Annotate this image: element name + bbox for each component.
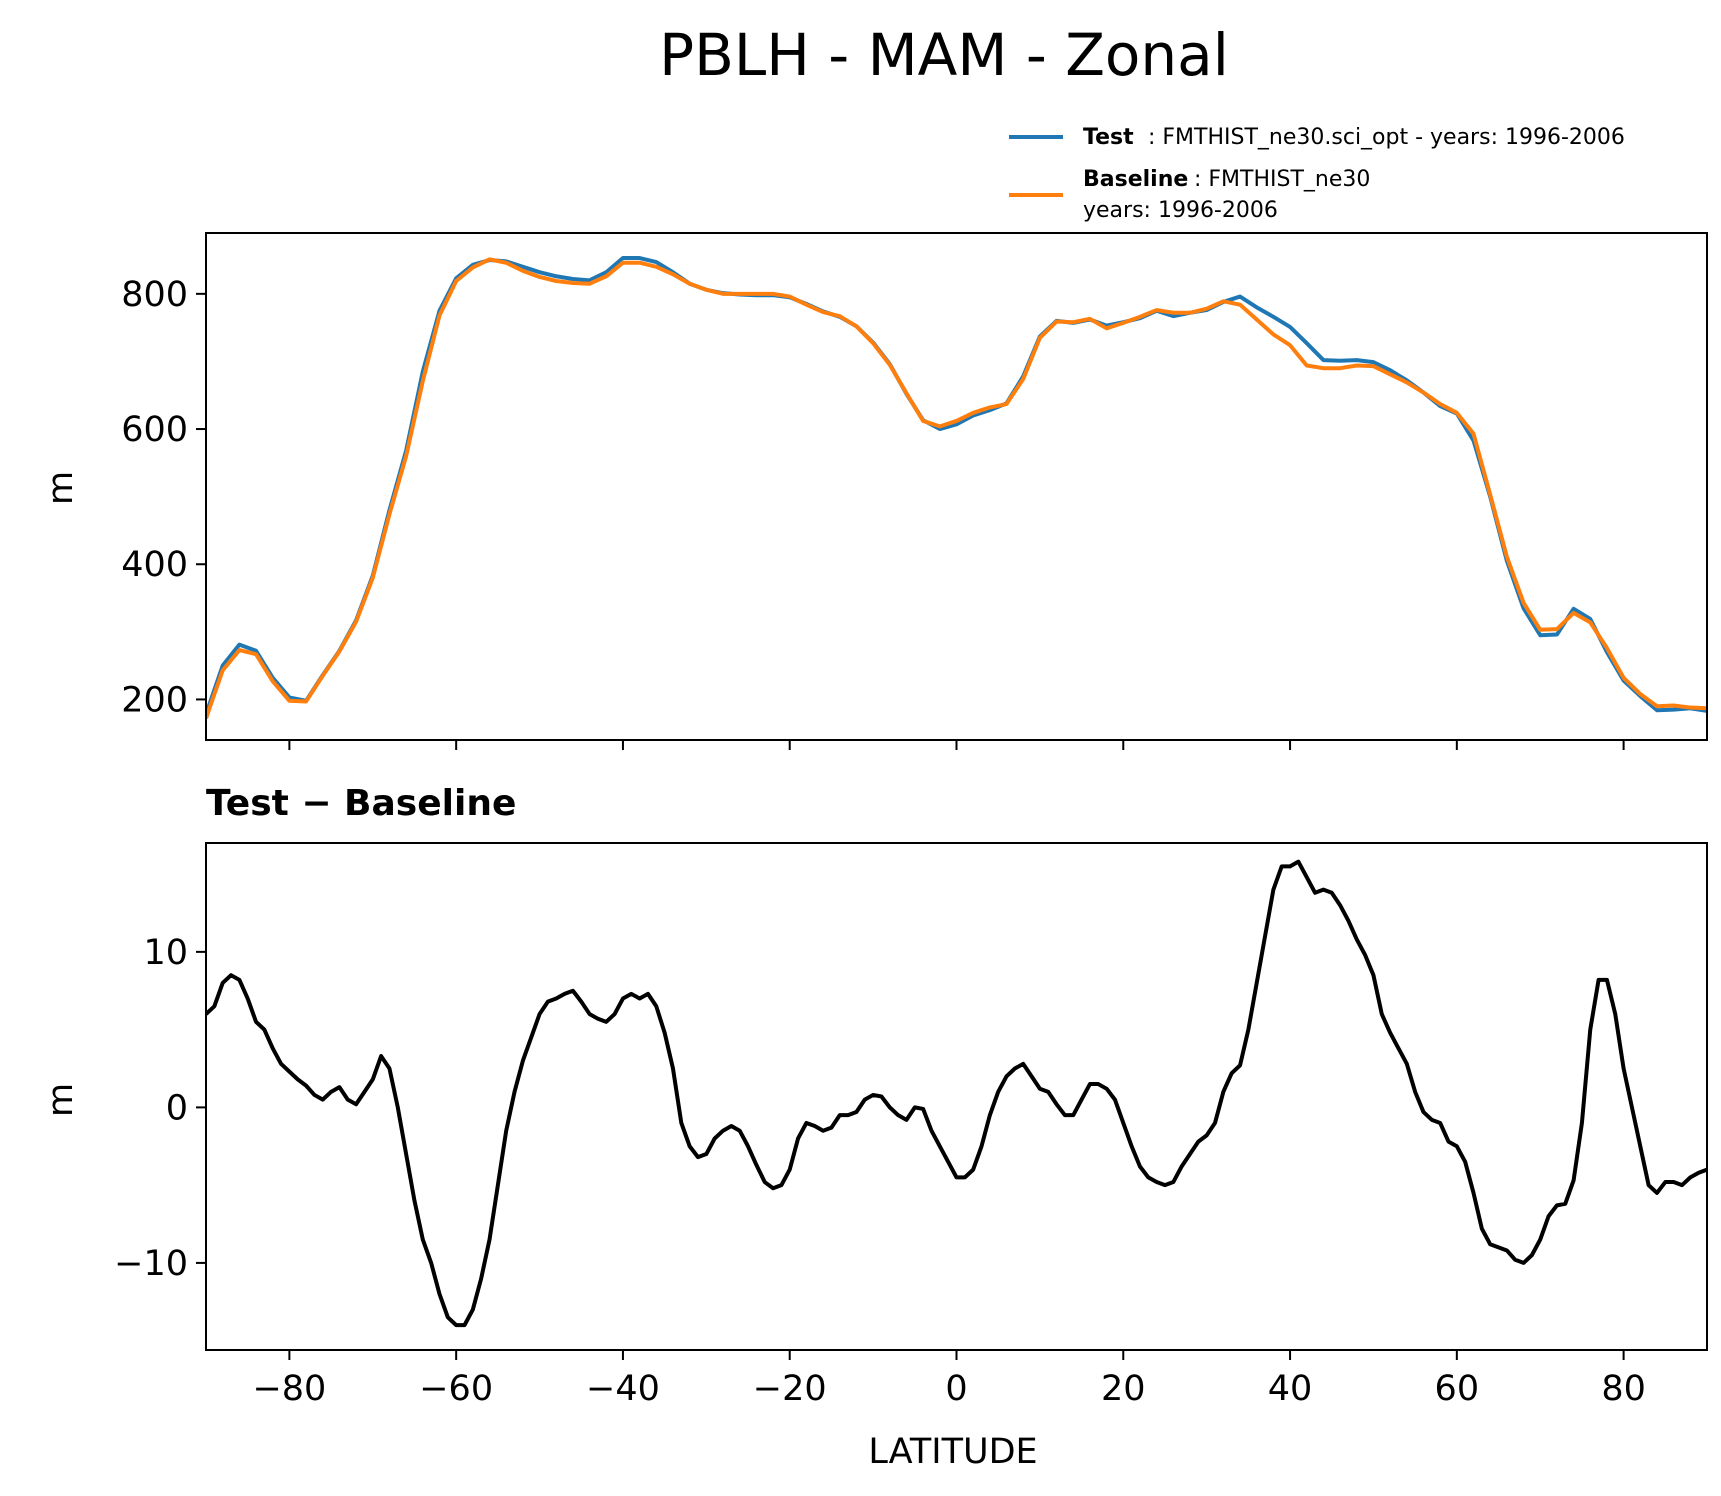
legend-label-test: : FMTHIST_ne30.sci_opt - years: 1996-200…	[1148, 125, 1625, 150]
legend-label-baseline-line1: : FMTHIST_ne30	[1194, 167, 1370, 192]
series-line-test	[206, 256, 1707, 715]
top-panel: 200 400 600 800	[121, 232, 1708, 750]
y-tick-label: −10	[114, 1244, 188, 1284]
y-tick-label: 600	[121, 410, 188, 450]
legend-label-baseline-line2: years: 1996-2006	[1083, 198, 1278, 223]
legend: Test : FMTHIST_ne30.sci_opt - years: 199…	[1009, 125, 1625, 223]
bottom-xlabel: LATITUDE	[868, 1432, 1037, 1472]
x-tick-label: −80	[252, 1369, 326, 1409]
figure-title: PBLH - MAM - Zonal	[659, 21, 1229, 89]
y-tick-label: 400	[121, 545, 188, 585]
x-tick-label: −60	[419, 1369, 493, 1409]
y-tick-label: 10	[143, 933, 188, 973]
legend-key-test: Test	[1083, 125, 1134, 150]
series-line-baseline	[206, 257, 1707, 720]
y-tick-label: 200	[121, 680, 188, 720]
bottom-ylabel: m	[41, 1083, 81, 1117]
plot-frame-top	[205, 232, 1708, 741]
series-line-diff	[206, 859, 1707, 1328]
y-tick-label: 800	[121, 275, 188, 315]
x-tick-label: 20	[1101, 1369, 1146, 1409]
legend-key-baseline: Baseline	[1083, 167, 1188, 192]
y-tick-label: 0	[166, 1088, 188, 1128]
x-tick-label: 60	[1435, 1369, 1480, 1409]
x-tick-label: 40	[1268, 1369, 1313, 1409]
x-tick-label: −40	[586, 1369, 660, 1409]
top-ylabel: m	[41, 471, 81, 505]
x-tick-label: 0	[945, 1369, 967, 1409]
bottom-panel-title: Test − Baseline	[206, 783, 516, 824]
plot-frame-bottom	[205, 842, 1708, 1351]
x-tick-label: −20	[753, 1369, 827, 1409]
x-tick-label: 80	[1601, 1369, 1646, 1409]
bottom-panel: −10 0 10 −80 −60 −40 −20 0 20 40 60 80	[114, 842, 1708, 1409]
